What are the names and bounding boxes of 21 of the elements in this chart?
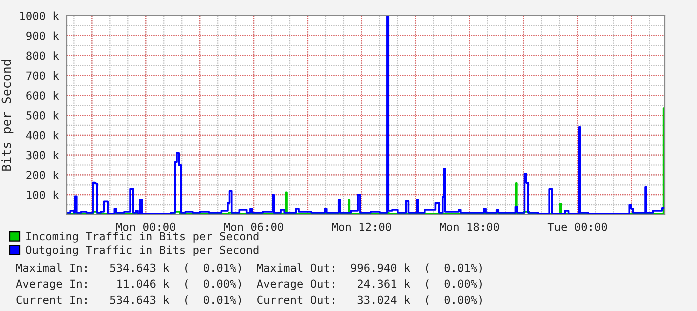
- legend-label: Outgoing Traffic in Bits per Second: [26, 246, 259, 257]
- x-tick-label: Mon 18:00: [440, 222, 500, 232]
- x-tick-label: Tue 00:00: [548, 222, 608, 232]
- y-tick-label: 300 k: [26, 151, 60, 160]
- y-tick-label: 600 k: [26, 91, 60, 100]
- y-tick-label: 400 k: [26, 131, 60, 140]
- y-tick-label: 900 k: [26, 32, 60, 40]
- text: Current In: 534.643 k ( 0.01%) Current Out: 33.024 k ( 0.00%): [16, 296, 482, 306]
- x-tick-label: Mon 12:00: [332, 222, 392, 232]
- text: Maximal In: 534.643 k ( 0.01%) Maximal Out: 996.940 k ( 0.01%): [16, 264, 482, 274]
- y-tick-label: 100 k: [27, 190, 60, 200]
- x-tick-label: Mon 06:00: [224, 222, 284, 232]
- y-tick-label: 500 k: [26, 111, 60, 120]
- text: Average In: 11.046 k ( 0.00%) Average Out: 24.361 k ( 0.00%): [16, 280, 482, 290]
- y-axis-title: Bits per Second: [2, 60, 14, 171]
- legend-label: Incoming Traffic in Bits per Second: [26, 232, 259, 243]
- y-tick-label: 800 k: [26, 52, 60, 60]
- y-tick-label: 200 k: [26, 171, 60, 180]
- y-tick-label: 1000 k: [20, 12, 60, 20]
- y-tick-label: 700 k: [26, 72, 60, 80]
- x-tick-label: Mon 00:00: [116, 222, 176, 232]
